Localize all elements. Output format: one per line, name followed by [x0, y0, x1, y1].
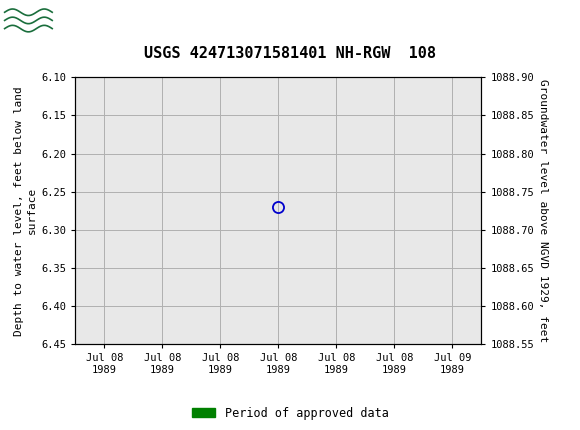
Text: USGS 424713071581401 NH-RGW  108: USGS 424713071581401 NH-RGW 108 [144, 46, 436, 61]
Legend: Period of approved data: Period of approved data [191, 407, 389, 420]
Y-axis label: Groundwater level above NGVD 1929, feet: Groundwater level above NGVD 1929, feet [538, 79, 548, 342]
Y-axis label: Depth to water level, feet below land
surface: Depth to water level, feet below land su… [14, 86, 37, 335]
Bar [3, 3, 55, 37]
Text: USGS: USGS [61, 10, 121, 29]
